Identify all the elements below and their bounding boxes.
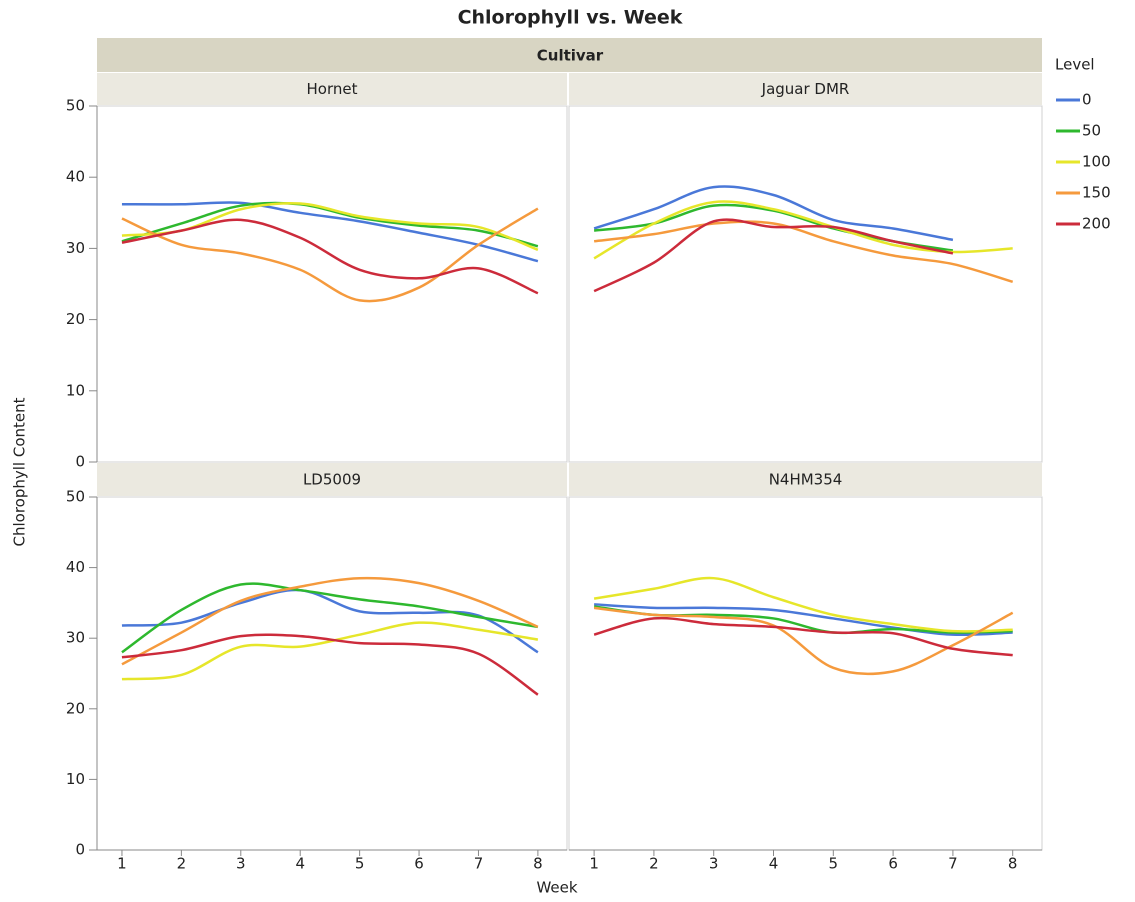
panel-title: LD5009 — [303, 471, 361, 489]
series-line — [593, 576, 1013, 633]
panel-title: Hornet — [307, 80, 358, 98]
panel-header — [97, 73, 567, 105]
legend-label: 200 — [1082, 215, 1111, 233]
y-tick-label: 10 — [66, 381, 85, 399]
series-line — [594, 603, 1013, 637]
series-line — [121, 582, 539, 654]
panel-header — [97, 463, 567, 496]
series-line — [121, 621, 539, 681]
x-axis-label: Week — [536, 879, 577, 897]
header: Cultivar — [537, 47, 604, 65]
y-tick-label: 40 — [66, 168, 85, 186]
x-tick-label: 3 — [236, 855, 246, 873]
x-tick-label: 6 — [888, 855, 898, 873]
panel-title: Jaguar DMR — [761, 80, 850, 98]
x-tick-label: 6 — [414, 855, 424, 873]
y-tick-label: 50 — [66, 97, 85, 115]
y-tick-label: 20 — [66, 699, 85, 717]
legend-label: 100 — [1082, 153, 1111, 171]
legend-title: Level — [1055, 56, 1095, 74]
series-line — [121, 576, 539, 666]
x-tick-label: 2 — [177, 855, 187, 873]
series-line — [593, 616, 1013, 657]
y-tick-label: 30 — [66, 239, 85, 257]
y-tick-label: 0 — [75, 453, 85, 471]
panel-header — [569, 73, 1042, 105]
y-tick-label: 30 — [66, 629, 85, 647]
x-tick-label: 8 — [533, 855, 543, 873]
series-line — [121, 588, 539, 654]
legend-label: 0 — [1082, 91, 1092, 109]
header-band — [97, 38, 1042, 72]
x-tick-label: 2 — [649, 855, 659, 873]
legend-label: 50 — [1082, 122, 1101, 140]
series-line — [121, 201, 539, 263]
panel-frame — [568, 496, 1043, 851]
x-tick-label: 3 — [709, 855, 719, 873]
panel-frame — [568, 105, 1043, 463]
x-tick-label: 7 — [474, 855, 484, 873]
panel-frame — [96, 496, 568, 851]
series-line — [121, 207, 539, 303]
y-axis-label: Chlorophyll Content — [11, 397, 29, 546]
legend-label: 150 — [1082, 184, 1111, 202]
series-line — [593, 606, 1014, 676]
y-tick-label: 0 — [75, 841, 85, 859]
x-tick-label: 7 — [948, 855, 958, 873]
y-tick-label: 20 — [66, 310, 85, 328]
series-line — [121, 218, 539, 295]
x-tick-label: 5 — [829, 855, 839, 873]
series-line — [121, 633, 539, 696]
panel-frame — [96, 105, 568, 463]
panel-title: N4HM354 — [769, 471, 843, 489]
series-line — [593, 218, 954, 293]
x-tick-label: 1 — [117, 855, 127, 873]
y-tick-label: 50 — [66, 488, 85, 506]
series-line — [121, 202, 539, 251]
series-line — [593, 185, 954, 242]
x-tick-label: 4 — [769, 855, 779, 873]
x-tick-label: 5 — [355, 855, 365, 873]
x-tick-label: 8 — [1008, 855, 1018, 873]
chart-title: Chlorophyll vs. Week — [458, 7, 683, 29]
panel-header — [569, 463, 1042, 496]
y-tick-label: 10 — [66, 770, 85, 788]
x-tick-label: 1 — [589, 855, 599, 873]
y-tick-label: 40 — [66, 558, 85, 576]
series-line — [593, 220, 1014, 284]
x-tick-label: 4 — [295, 855, 305, 873]
